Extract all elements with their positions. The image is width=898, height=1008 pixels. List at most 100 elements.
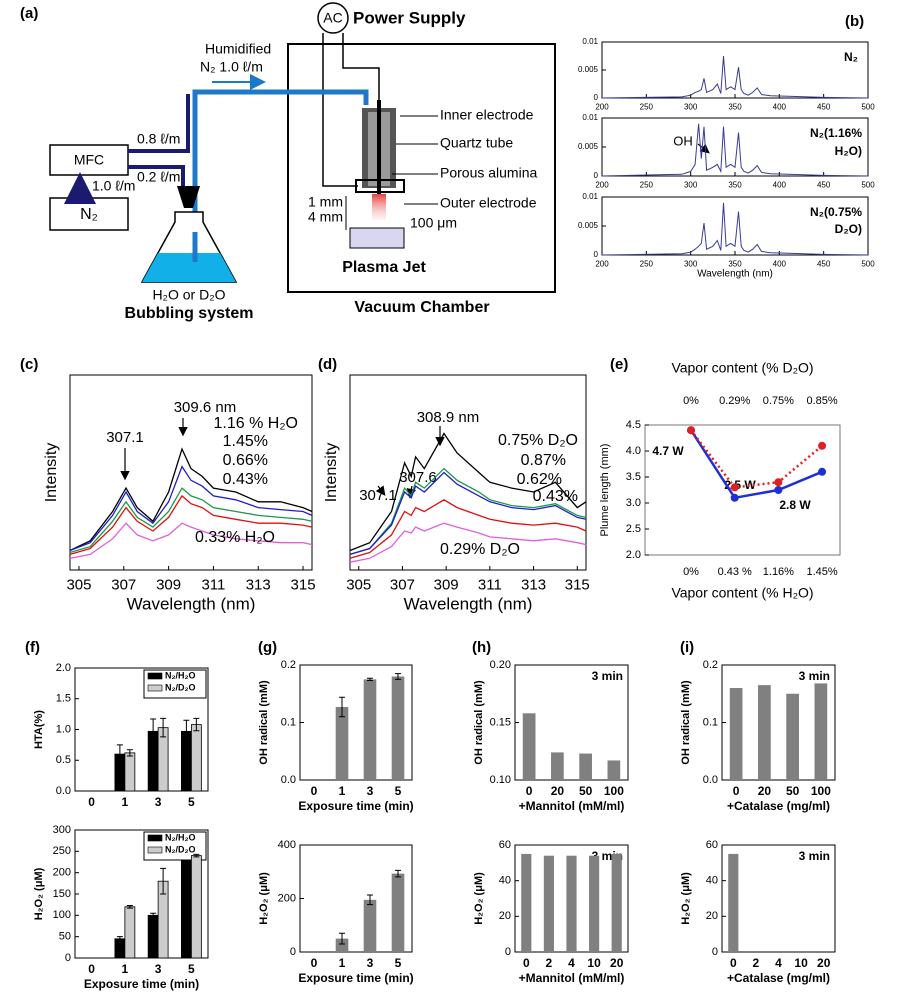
ac-source xyxy=(317,2,349,34)
series-label: 1.16 % H₂O xyxy=(214,415,298,432)
y-tick-label: 0.2 xyxy=(281,659,296,671)
error-bar xyxy=(193,717,200,732)
x-tick-label: 20 xyxy=(610,956,624,970)
annotation: 307.1 xyxy=(359,487,397,504)
wire xyxy=(322,33,358,187)
x-tick-label: 1.45% xyxy=(806,566,837,578)
series-label: 0.66% xyxy=(223,452,268,469)
x-tick-label: 311 xyxy=(201,576,225,593)
x-tick-label: 3 xyxy=(155,795,162,809)
flow-label: 0.2 ℓ/m xyxy=(137,169,180,185)
series-line xyxy=(349,522,587,563)
annotation: D₂O) xyxy=(835,222,862,236)
y-axis-label: H₂O₂ (μM) xyxy=(680,872,692,925)
y-tick-label: 0.0 xyxy=(56,785,71,797)
y-tick-label: 2.0 xyxy=(56,662,71,674)
ac-label: AC xyxy=(323,10,342,26)
setup-diagram: (a) AC Power Supply Vacuum Chamber Humid… xyxy=(20,2,556,322)
chamber-label: Vacuum Chamber xyxy=(354,299,489,316)
y-axis-label: OH radical (mM) xyxy=(680,680,692,765)
annotation: 3 min xyxy=(592,669,623,683)
y-tick-label: 2.0 xyxy=(626,549,641,561)
y-tick-label: 1.0 xyxy=(56,723,71,735)
x-tick-label: 250 xyxy=(640,259,654,268)
y-tick-label: 0.005 xyxy=(578,142,599,151)
y-tick-label: 0 xyxy=(594,250,599,259)
y-tick-label: 0 xyxy=(290,946,296,958)
bar xyxy=(607,760,621,780)
bar xyxy=(543,855,554,952)
x-axis-label: Exposure time (min) xyxy=(84,977,199,991)
y-axis-label: Plume length (mm) xyxy=(599,444,611,537)
y-tick-label: 0.0 xyxy=(703,774,718,786)
series-line xyxy=(349,432,587,552)
x-tick-label: 305 xyxy=(346,576,371,593)
annotation: 4.7 W xyxy=(652,444,684,458)
y-tick-label: 0 xyxy=(505,946,511,958)
series-line xyxy=(69,447,313,552)
error-bar xyxy=(150,912,157,918)
flow-label: 1.0 ℓ/m xyxy=(92,178,135,194)
y-tick-label: 100 xyxy=(53,909,71,921)
bubbler-label: Bubbling system xyxy=(125,305,254,322)
y-tick-label: 0 xyxy=(594,93,599,102)
y-axis-label: H₂O₂ (μM) xyxy=(33,867,45,920)
series-label: 0.43% xyxy=(533,488,578,505)
error-bar xyxy=(339,696,345,718)
x-tick-label: 311 xyxy=(478,576,502,593)
point xyxy=(730,483,739,492)
legend-swatch xyxy=(147,846,163,854)
legend-label: N₂/H₂O xyxy=(165,670,196,680)
error-bar xyxy=(367,894,373,906)
x-tick-label: 307 xyxy=(390,576,415,593)
bar xyxy=(758,685,771,780)
bar xyxy=(551,752,564,780)
y-tick-label: 60 xyxy=(706,839,718,851)
annotation: N₂(1.16% xyxy=(810,126,862,140)
flow-label: 0.8 ℓ/m xyxy=(137,131,180,147)
series-label: 0.62% xyxy=(517,471,562,488)
panel-label: (i) xyxy=(680,639,694,656)
error-bar xyxy=(160,717,167,738)
x-tick-label: 5 xyxy=(395,784,402,798)
legend-label: N₂/H₂O xyxy=(165,832,196,842)
bar xyxy=(579,753,592,780)
x-tick-label: 10 xyxy=(587,956,601,970)
annotation: OH xyxy=(673,133,693,148)
liquid-label: H₂O or D₂O xyxy=(152,287,225,303)
series-line xyxy=(69,487,313,554)
dimension-label: 100 μm xyxy=(410,215,457,231)
y-tick-label: 4.0 xyxy=(626,445,641,457)
y-tick-label: 0.15 xyxy=(490,716,511,728)
x-top-tick-label: 0% xyxy=(683,395,699,407)
x-tick-label: 305 xyxy=(66,576,91,593)
bar xyxy=(180,855,192,959)
x-tick-label: 0 xyxy=(730,956,737,970)
annotation: 3 min xyxy=(799,849,830,863)
annotation: 3 min xyxy=(799,669,830,683)
x-tick-label: 0 xyxy=(733,784,740,798)
gas-line xyxy=(128,94,190,153)
panel-label: (d) xyxy=(318,356,337,373)
series-label: 0.43% xyxy=(223,471,268,488)
x-tick-label: 300 xyxy=(684,259,698,268)
dimension-label: 1 mm xyxy=(308,194,343,210)
x-tick-label: 1 xyxy=(339,956,346,970)
annotation: N₂(0.75% xyxy=(810,205,862,219)
plasma-jet xyxy=(372,194,386,220)
y-tick-label: 0.1 xyxy=(703,716,718,728)
x-axis-label: +Catalase (mg/ml) xyxy=(727,799,830,813)
error-bar xyxy=(183,719,190,743)
x-tick-label: 0.43 % xyxy=(718,566,752,578)
y-axis-label: Intensity xyxy=(43,443,60,503)
x-tick-label: 2 xyxy=(546,956,553,970)
x-tick-label: 2 xyxy=(753,956,760,970)
x-top-axis-label: Vapor content (% D₂O) xyxy=(671,360,813,376)
point xyxy=(818,441,827,450)
x-tick-label: 200 xyxy=(595,102,609,111)
point xyxy=(687,426,696,435)
y-tick-label: 150 xyxy=(53,888,71,900)
x-tick-label: 0 xyxy=(88,795,95,809)
series-line xyxy=(601,55,869,99)
bar xyxy=(391,873,405,952)
